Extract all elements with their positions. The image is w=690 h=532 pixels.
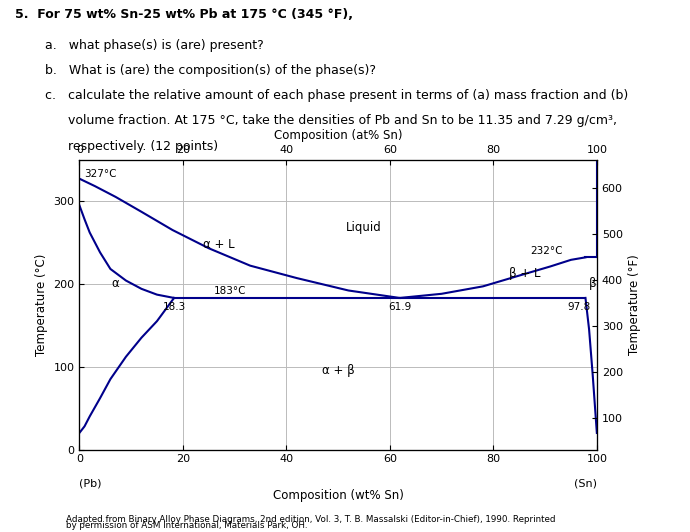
- X-axis label: Composition (wt% Sn): Composition (wt% Sn): [273, 489, 404, 502]
- Text: α: α: [112, 277, 119, 290]
- Text: β: β: [589, 277, 597, 290]
- Text: α + L: α + L: [204, 238, 235, 251]
- Text: a.   what phase(s) is (are) present?: a. what phase(s) is (are) present?: [45, 39, 264, 52]
- Text: 18.3: 18.3: [162, 302, 186, 312]
- Text: α + β: α + β: [322, 364, 355, 377]
- Y-axis label: Temperature (°C): Temperature (°C): [34, 253, 48, 356]
- Text: (Sn): (Sn): [574, 479, 597, 489]
- Text: 61.9: 61.9: [388, 302, 411, 312]
- Text: 232°C: 232°C: [531, 246, 563, 256]
- Text: 183°C: 183°C: [214, 286, 246, 296]
- Text: 97.8: 97.8: [567, 302, 591, 312]
- Text: respectively. (12 points): respectively. (12 points): [68, 140, 218, 153]
- Text: 5.  For 75 wt% Sn-25 wt% Pb at 175 °C (345 °F),: 5. For 75 wt% Sn-25 wt% Pb at 175 °C (34…: [15, 8, 353, 21]
- Text: Liquid: Liquid: [346, 221, 382, 234]
- Y-axis label: Temperature (°F): Temperature (°F): [629, 254, 642, 355]
- Text: β + L: β + L: [509, 268, 540, 280]
- Text: b.   What is (are) the composition(s) of the phase(s)?: b. What is (are) the composition(s) of t…: [45, 64, 376, 77]
- Text: 327°C: 327°C: [85, 169, 117, 179]
- Text: Adapted from Binary Alloy Phase Diagrams, 2nd edition, Vol. 3, T. B. Massalski (: Adapted from Binary Alloy Phase Diagrams…: [66, 515, 555, 524]
- Text: volume fraction. At 175 °C, take the densities of Pb and Sn to be 11.35 and 7.29: volume fraction. At 175 °C, take the den…: [68, 114, 617, 127]
- Text: by permission of ASM International, Materials Park, OH.: by permission of ASM International, Mate…: [66, 521, 307, 530]
- X-axis label: Composition (at% Sn): Composition (at% Sn): [274, 129, 402, 142]
- Text: c.   calculate the relative amount of each phase present in terms of (a) mass fr: c. calculate the relative amount of each…: [45, 89, 628, 102]
- Text: (Pb): (Pb): [79, 479, 102, 489]
